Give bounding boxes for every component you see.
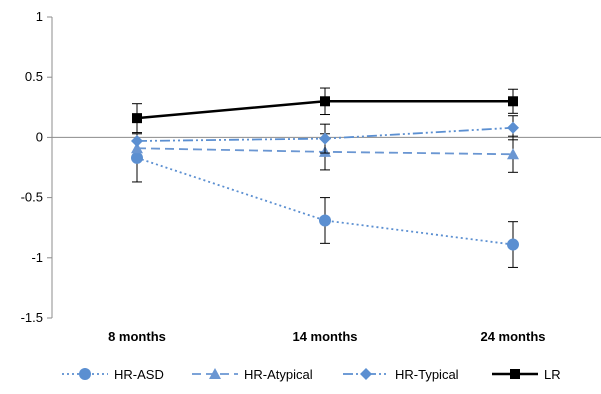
marker-triangle (507, 148, 519, 160)
legend: HR-ASD HR-Atypical HR-Typical LR (62, 367, 561, 382)
marker-circle (131, 151, 143, 164)
y-tick-label: -0.5 (21, 190, 43, 205)
series-hr-asd (131, 133, 519, 268)
marker-square (320, 96, 330, 107)
y-tick-label: -1.5 (21, 310, 43, 325)
marker-square (510, 369, 520, 379)
marker-circle (319, 214, 331, 227)
marker-circle (79, 368, 91, 380)
y-tick-label: 0 (36, 129, 43, 144)
x-tick-label: 14 months (292, 329, 357, 344)
legend-label: HR-Typical (395, 367, 459, 382)
y-tick-label: 1 (36, 9, 43, 24)
marker-diamond (360, 368, 372, 380)
marker-diamond (131, 135, 143, 148)
marker-square (508, 96, 518, 107)
x-tick-label: 8 months (108, 329, 166, 344)
marker-diamond (319, 132, 331, 145)
marker-diamond (507, 121, 519, 134)
legend-item: HR-Typical (343, 367, 459, 382)
x-tick-label: 24 months (480, 329, 545, 344)
marker-triangle (209, 368, 221, 379)
marker-square (132, 113, 142, 124)
marker-circle (507, 238, 519, 251)
legend-item: HR-Atypical (192, 367, 313, 382)
axes: 1 0.5 0 -0.5 -1 -1.5 8 months 14 months 24 month… (21, 9, 601, 344)
y-tick-label: 0.5 (25, 69, 43, 84)
legend-label: HR-Atypical (244, 367, 313, 382)
legend-item: LR (492, 367, 561, 382)
series-group (131, 87, 519, 268)
legend-label: LR (544, 367, 561, 382)
legend-item: HR-ASD (62, 367, 164, 382)
legend-label: HR-ASD (114, 367, 164, 382)
y-tick-label: -1 (31, 250, 43, 265)
series-hr-typical (131, 115, 519, 154)
series-line (136, 157, 514, 246)
series-lr (132, 87, 518, 134)
marker-triangle (131, 142, 143, 154)
